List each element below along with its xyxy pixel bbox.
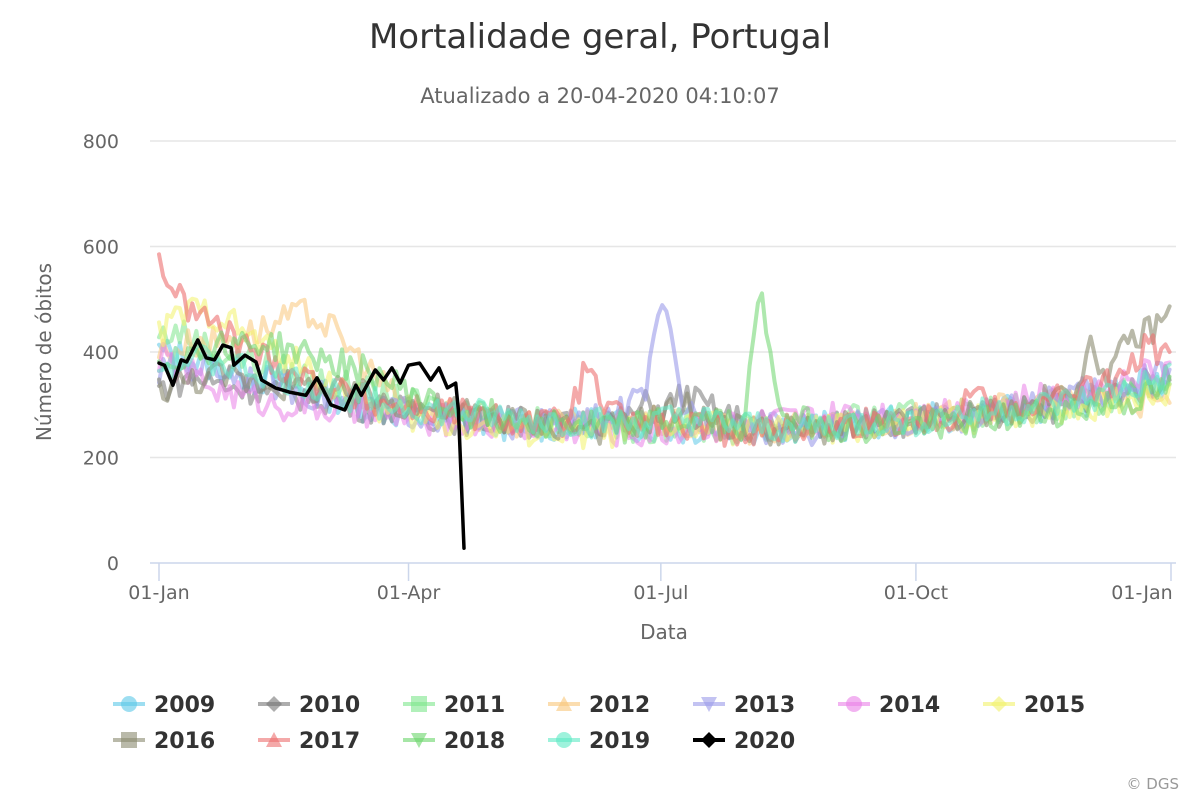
legend-item-2014[interactable]: 2014 bbox=[838, 693, 940, 718]
x-tick-label: 01-Oct bbox=[884, 582, 948, 604]
legend-label: 2013 bbox=[734, 693, 795, 718]
legend-item-2016[interactable]: 2016 bbox=[113, 729, 215, 754]
y-axis-ticks: 0 200 400 600 800 bbox=[83, 131, 119, 575]
square-marker-icon bbox=[411, 696, 427, 712]
legend-label: 2011 bbox=[444, 693, 505, 718]
legend-item-2011[interactable]: 2011 bbox=[403, 693, 505, 718]
x-tick-label: 01-Jul bbox=[633, 582, 688, 604]
legend-item-2009[interactable]: 2009 bbox=[113, 693, 215, 718]
series-group bbox=[157, 252, 1172, 550]
x-axis-ticks: 01-Jan 01-Apr 01-Jul 01-Oct 01-Jan bbox=[128, 563, 1173, 604]
legend-item-2020[interactable]: 2020 bbox=[693, 729, 795, 754]
legend-label: 2012 bbox=[589, 693, 650, 718]
legend-label: 2017 bbox=[299, 729, 360, 754]
x-tick-label: 01-Apr bbox=[377, 582, 441, 604]
triangle-marker-icon bbox=[556, 696, 572, 711]
chart-subtitle: Atualizado a 20-04-2020 04:10:07 bbox=[420, 84, 779, 108]
legend-item-2012[interactable]: 2012 bbox=[548, 693, 650, 718]
circle-marker-icon bbox=[121, 696, 137, 712]
y-tick-label: 0 bbox=[107, 553, 119, 575]
legend-label: 2009 bbox=[154, 693, 215, 718]
y-tick-label: 600 bbox=[83, 237, 119, 259]
x-axis-title: Data bbox=[640, 620, 688, 644]
chart-title: Mortalidade geral, Portugal bbox=[369, 17, 831, 57]
y-tick-label: 200 bbox=[83, 448, 119, 470]
legend-label: 2016 bbox=[154, 729, 215, 754]
legend-item-2013[interactable]: 2013 bbox=[693, 693, 795, 718]
legend: 2009 2010 2011 2012 2013 2014 2015 2016 2017 2018… bbox=[113, 693, 1085, 754]
diamond-marker-icon bbox=[991, 696, 1007, 712]
diamond-marker-icon bbox=[266, 696, 282, 712]
legend-label: 2015 bbox=[1024, 693, 1085, 718]
y-axis-title: Número de óbitos bbox=[32, 263, 56, 441]
legend-label: 2010 bbox=[299, 693, 360, 718]
series-line-2020[interactable] bbox=[157, 338, 466, 550]
legend-label: 2014 bbox=[879, 693, 940, 718]
series-line-2019[interactable] bbox=[157, 343, 1172, 444]
legend-label: 2020 bbox=[734, 729, 795, 754]
triangle-marker-icon bbox=[266, 732, 282, 747]
y-tick-label: 400 bbox=[83, 342, 119, 364]
legend-label: 2019 bbox=[589, 729, 650, 754]
x-tick-label: 01-Jan bbox=[128, 582, 189, 604]
legend-item-2017[interactable]: 2017 bbox=[258, 729, 360, 754]
x-tick-label: 01-Jan bbox=[1111, 582, 1172, 604]
legend-item-2015[interactable]: 2015 bbox=[983, 693, 1085, 718]
square-marker-icon bbox=[121, 732, 137, 748]
diamond-marker-icon bbox=[701, 732, 717, 748]
triangle-down-marker-icon bbox=[411, 733, 427, 748]
circle-marker-icon bbox=[846, 696, 862, 712]
credit-text[interactable]: © DGS bbox=[1127, 775, 1179, 793]
legend-item-2018[interactable]: 2018 bbox=[403, 729, 505, 754]
circle-marker-icon bbox=[556, 732, 572, 748]
legend-item-2010[interactable]: 2010 bbox=[258, 693, 360, 718]
y-tick-label: 800 bbox=[83, 131, 119, 153]
legend-item-2019[interactable]: 2019 bbox=[548, 729, 650, 754]
triangle-down-marker-icon bbox=[701, 697, 717, 712]
legend-label: 2018 bbox=[444, 729, 505, 754]
